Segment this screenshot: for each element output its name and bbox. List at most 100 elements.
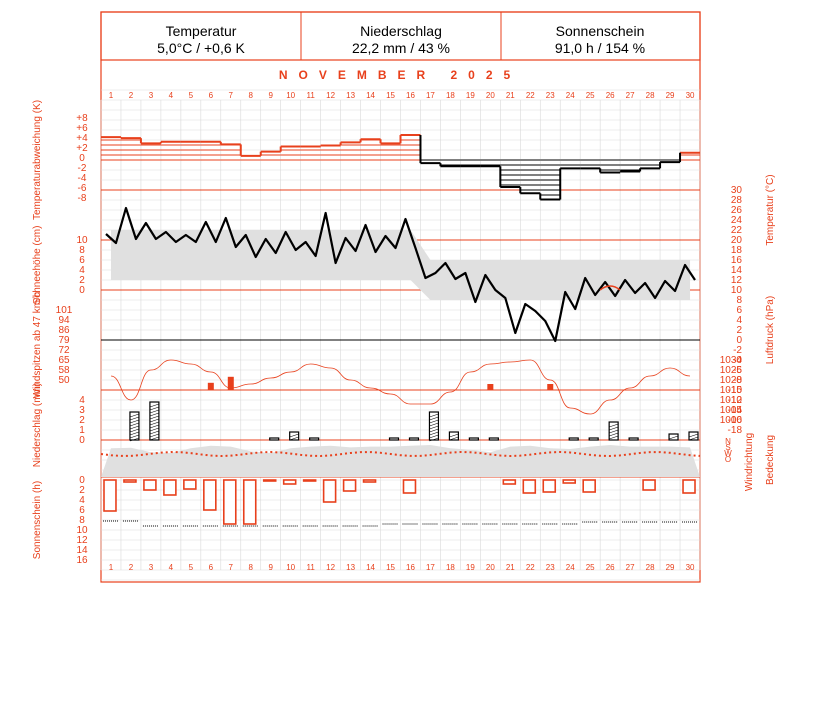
day-label-bottom: 9 bbox=[268, 563, 273, 572]
day-label-bottom: 26 bbox=[606, 563, 615, 572]
precipitation-header-value: 22,2 mm / 43 % bbox=[352, 40, 450, 56]
precip-hatch bbox=[149, 430, 159, 435]
precip-bar bbox=[269, 437, 280, 441]
pressure-tick-label: 1025 bbox=[720, 365, 743, 376]
left-axis-labels: Temperaturabweichung (K) Schneehöhe (cm)… bbox=[32, 100, 43, 559]
anomaly-tick-label: -2 bbox=[78, 163, 87, 174]
anomaly-bar bbox=[121, 138, 141, 160]
precip-hatch bbox=[609, 432, 619, 437]
pressure-tick-label: 1030 bbox=[720, 355, 743, 366]
gust-tick-label: 50 bbox=[58, 375, 70, 386]
anomaly-bar bbox=[401, 135, 421, 160]
precip-hatch bbox=[609, 435, 619, 440]
sunshine-bar bbox=[123, 479, 137, 483]
precip-hatch bbox=[289, 433, 299, 438]
temperature-normal-band bbox=[110, 230, 691, 300]
precip-hatch bbox=[429, 422, 439, 427]
anomaly-bar bbox=[580, 160, 600, 168]
wind-dir-tick-label: N bbox=[725, 437, 731, 446]
day-label-top: 15 bbox=[386, 91, 395, 100]
temperature-tick-label: 24 bbox=[731, 215, 743, 226]
sunshine-bar bbox=[222, 479, 237, 525]
wind-dir-tick-label: W bbox=[724, 449, 732, 458]
label-temp-anomaly: Temperaturabweichung (K) bbox=[32, 100, 43, 220]
temperature-tick-label: -14 bbox=[728, 405, 743, 416]
temperature-tick-label: -18 bbox=[728, 425, 743, 436]
day-label-bottom: 14 bbox=[366, 563, 375, 572]
sunshine-bar bbox=[262, 479, 277, 482]
anomaly-bar bbox=[321, 145, 341, 160]
sunshine-bar bbox=[342, 479, 357, 492]
precip-hatch bbox=[129, 416, 140, 421]
precip-hatch bbox=[149, 418, 159, 423]
temperature-tick-label: 26 bbox=[731, 205, 743, 216]
day-label-bottom: 1 bbox=[109, 563, 114, 572]
temperature-tick-label: 8 bbox=[736, 295, 742, 306]
temperature-tick-label: 2 bbox=[736, 325, 742, 336]
gust-bar bbox=[487, 384, 494, 390]
day-label-bottom: 15 bbox=[386, 563, 395, 572]
anomaly-bar bbox=[281, 146, 301, 160]
snow-tick-label: 8 bbox=[79, 245, 85, 256]
day-label-top: 29 bbox=[666, 91, 675, 100]
precip-bar bbox=[688, 431, 699, 441]
day-label-bottom: 3 bbox=[149, 563, 154, 572]
precip-bar bbox=[608, 421, 619, 441]
day-label-bottom: 13 bbox=[346, 563, 355, 572]
pressure-line bbox=[110, 359, 691, 415]
temperature-tick-label: 10 bbox=[731, 285, 743, 296]
precip-bar bbox=[149, 401, 160, 441]
label-wind-direction: Windrichtung bbox=[744, 433, 755, 491]
day-label-top: 27 bbox=[626, 91, 635, 100]
precip-bar bbox=[129, 411, 140, 441]
label-cloud-cover: Bedeckung bbox=[765, 435, 776, 485]
anomaly-bar bbox=[560, 160, 580, 168]
precip-bar bbox=[568, 437, 579, 441]
anomaly-tick-label: 0 bbox=[79, 153, 85, 164]
temperature-line bbox=[105, 206, 696, 343]
day-label-top: 11 bbox=[306, 91, 315, 100]
precip-hatch bbox=[149, 409, 159, 414]
day-label-top: 4 bbox=[169, 91, 174, 100]
day-label-top: 7 bbox=[229, 91, 234, 100]
day-label-top: 2 bbox=[129, 91, 134, 100]
precip-tick-label: 4 bbox=[79, 395, 85, 406]
day-label-top: 1 bbox=[109, 91, 114, 100]
precip-hatch bbox=[129, 428, 140, 433]
snow-bar bbox=[599, 285, 621, 291]
sunshine-header-title: Sonnenschein bbox=[556, 23, 645, 39]
precipitation-header-title: Niederschlag bbox=[360, 23, 442, 39]
label-wind-gusts: Windspitzen ab 47 km/h bbox=[32, 292, 43, 399]
day-label-top: 17 bbox=[426, 91, 435, 100]
precip-hatch bbox=[149, 403, 159, 408]
precip-bar bbox=[668, 433, 679, 441]
sunshine-bar bbox=[542, 479, 557, 493]
label-temperature: Temperatur (°C) bbox=[765, 174, 776, 245]
temperature-tick-label: 4 bbox=[736, 315, 742, 326]
day-label-top: 6 bbox=[209, 91, 214, 100]
temperature-tick-label: 16 bbox=[731, 255, 743, 266]
day-label-bottom: 25 bbox=[586, 563, 595, 572]
day-label-bottom: 21 bbox=[506, 563, 515, 572]
gust-bar bbox=[547, 384, 554, 390]
precip-hatch bbox=[149, 424, 159, 429]
temperature-tick-label: -10 bbox=[728, 385, 743, 396]
day-label-top: 22 bbox=[526, 91, 535, 100]
sunshine-tick-label: 6 bbox=[79, 505, 85, 516]
anomaly-tick-label: -4 bbox=[78, 173, 87, 184]
precip-hatch bbox=[129, 425, 140, 430]
temperature-tick-label: 6 bbox=[736, 305, 742, 316]
temperature-tick-label: -12 bbox=[728, 395, 743, 406]
day-label-bottom: 7 bbox=[229, 563, 234, 572]
day-label-top: 25 bbox=[586, 91, 595, 100]
day-label-bottom: 20 bbox=[486, 563, 495, 572]
sunshine-bar bbox=[562, 479, 577, 484]
anomaly-bar bbox=[301, 146, 321, 160]
sunshine-tick-label: 4 bbox=[79, 495, 85, 506]
sunshine-bar bbox=[682, 479, 696, 494]
chart-marks bbox=[100, 134, 701, 527]
temperature-tick-label: 12 bbox=[731, 275, 743, 286]
precip-hatch bbox=[129, 419, 140, 424]
gust-tick-label: 94 bbox=[58, 315, 70, 326]
axis-ticks: +8+6+4+20-2-4-6-830282624222018161412108… bbox=[56, 113, 743, 566]
